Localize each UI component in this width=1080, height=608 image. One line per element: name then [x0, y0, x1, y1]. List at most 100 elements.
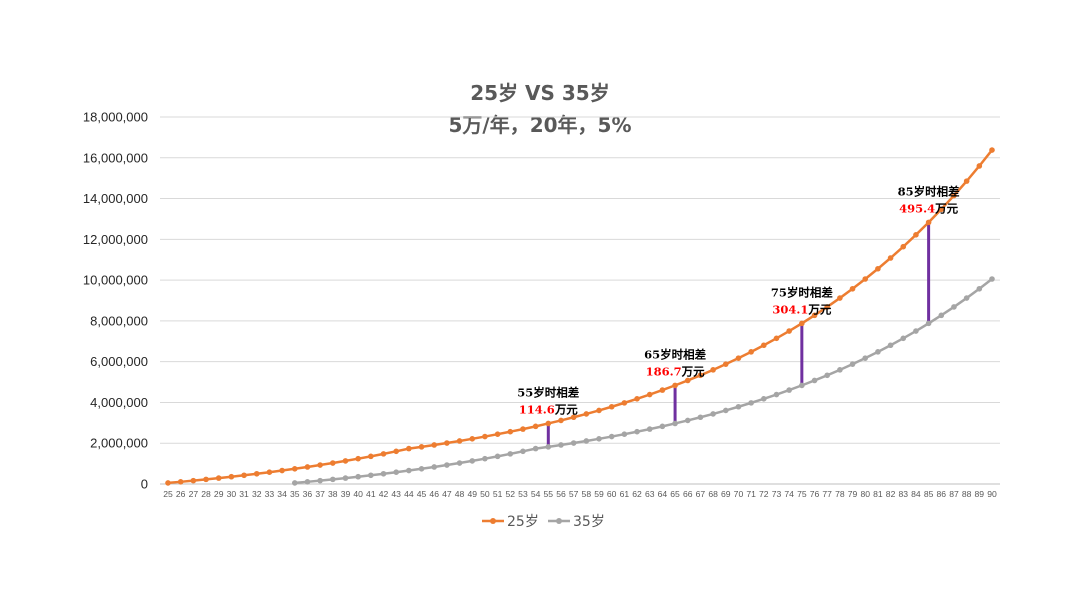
- data-point: [887, 342, 894, 349]
- x-tick-label: 78: [835, 489, 845, 499]
- annotation-label: 75岁时相差: [771, 285, 834, 299]
- data-point: [406, 445, 412, 452]
- legend-marker: [490, 518, 496, 524]
- legend-label: 25岁: [507, 514, 539, 530]
- data-point: [875, 265, 881, 272]
- data-point: [925, 320, 932, 327]
- x-tick-label: 38: [328, 489, 338, 499]
- data-point: [710, 367, 716, 373]
- data-point: [393, 469, 399, 475]
- x-tick-label: 47: [442, 489, 452, 499]
- x-tick-label: 48: [455, 489, 465, 499]
- data-point: [608, 433, 615, 440]
- data-point: [748, 349, 754, 355]
- data-point: [520, 426, 526, 432]
- data-point: [368, 453, 374, 460]
- x-tick-label: 68: [708, 489, 718, 499]
- x-tick-label: 27: [189, 489, 199, 499]
- x-tick-label: 55: [544, 489, 554, 499]
- data-point: [824, 304, 830, 310]
- annotation-unit: 万元: [807, 302, 831, 316]
- y-tick-label: 2,000,000: [90, 436, 148, 451]
- x-tick-label: 90: [987, 489, 997, 499]
- data-point: [824, 372, 830, 379]
- data-point: [913, 232, 919, 238]
- data-point: [330, 460, 336, 466]
- data-point: [976, 285, 983, 292]
- data-point: [748, 400, 754, 406]
- x-tick-label: 73: [772, 489, 782, 499]
- x-tick-label: 89: [975, 489, 985, 499]
- data-point: [596, 436, 602, 442]
- data-point: [342, 475, 349, 481]
- x-tick-label: 88: [962, 489, 972, 499]
- data-point: [203, 476, 209, 483]
- y-tick-label: 10,000,000: [83, 273, 148, 288]
- data-point: [684, 377, 691, 384]
- data-point: [482, 455, 488, 462]
- x-tick-label: 60: [607, 489, 617, 499]
- data-point: [963, 178, 970, 184]
- data-point: [418, 465, 425, 472]
- data-point: [304, 479, 311, 485]
- data-point: [697, 414, 704, 421]
- data-point: [875, 349, 881, 355]
- legend: 25岁 35岁: [482, 514, 605, 530]
- data-point: [735, 403, 742, 410]
- x-tick-label: 85: [924, 489, 934, 499]
- series-line: [167, 149, 993, 485]
- data-point: [710, 411, 716, 417]
- x-tick-label: 66: [683, 489, 693, 499]
- x-tick-label: 35: [290, 489, 300, 499]
- data-point: [735, 355, 742, 361]
- y-tick-label: 8,000,000: [90, 313, 148, 328]
- x-tick-label: 46: [429, 489, 439, 499]
- data-point: [368, 472, 374, 479]
- data-point: [215, 475, 222, 481]
- x-tick-label: 64: [658, 489, 668, 499]
- data-point: [925, 219, 932, 226]
- data-point: [697, 372, 704, 379]
- x-tick-label: 41: [366, 489, 376, 499]
- x-axis: 25 26 27 28 29 30 31 32 33 34 35 36 37 38 39 40 41 42 43 44…: [163, 489, 997, 499]
- data-point: [431, 442, 438, 448]
- data-point: [913, 328, 919, 334]
- x-tick-label: 65: [670, 489, 680, 499]
- data-point: [799, 320, 805, 327]
- data-point: [938, 206, 945, 213]
- data-point: [659, 423, 666, 430]
- data-point: [456, 460, 463, 466]
- data-point: [393, 448, 399, 455]
- annotation-label: 65岁时相差: [644, 347, 707, 361]
- x-tick-label: 62: [632, 489, 642, 499]
- x-tick-label: 31: [239, 489, 249, 499]
- x-tick-label: 72: [759, 489, 769, 499]
- data-point: [444, 462, 450, 468]
- data-point: [380, 470, 387, 477]
- y-tick-label: 6,000,000: [90, 354, 148, 369]
- data-point: [989, 276, 995, 282]
- annotation-amount: 304.1: [772, 302, 808, 316]
- data-point: [786, 387, 792, 393]
- x-tick-label: 81: [873, 489, 883, 499]
- x-tick-label: 54: [531, 489, 541, 499]
- annotation-value: 114.6万元: [519, 402, 579, 416]
- x-tick-label: 59: [594, 489, 604, 499]
- x-tick-label: 79: [848, 489, 858, 499]
- data-point: [418, 444, 425, 450]
- x-tick-label: 37: [315, 489, 325, 499]
- data-point: [849, 361, 856, 367]
- data-point: [177, 479, 184, 485]
- data-point: [862, 276, 869, 282]
- x-tick-label: 34: [277, 489, 287, 499]
- x-tick-label: 82: [886, 489, 896, 499]
- data-point: [786, 328, 792, 334]
- series-line: [294, 278, 993, 485]
- data-point: [583, 411, 590, 417]
- x-tick-label: 50: [480, 489, 490, 499]
- data-point: [469, 436, 476, 442]
- x-tick-label: 80: [860, 489, 870, 499]
- data-point: [253, 470, 260, 477]
- x-tick-label: 29: [214, 489, 224, 499]
